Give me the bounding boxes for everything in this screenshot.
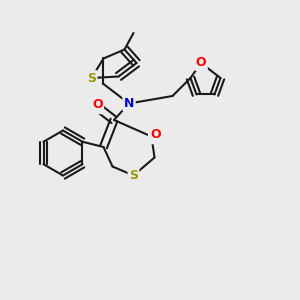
Text: O: O [196,56,206,70]
Text: O: O [196,56,206,70]
Text: N: N [124,97,134,110]
Text: N: N [124,97,134,110]
Text: S: S [87,71,96,85]
Text: S: S [129,169,138,182]
Text: S: S [129,169,138,182]
Text: O: O [151,128,161,142]
Text: O: O [149,130,160,143]
Text: S: S [87,71,96,85]
Text: O: O [92,100,103,113]
Text: O: O [92,98,103,112]
